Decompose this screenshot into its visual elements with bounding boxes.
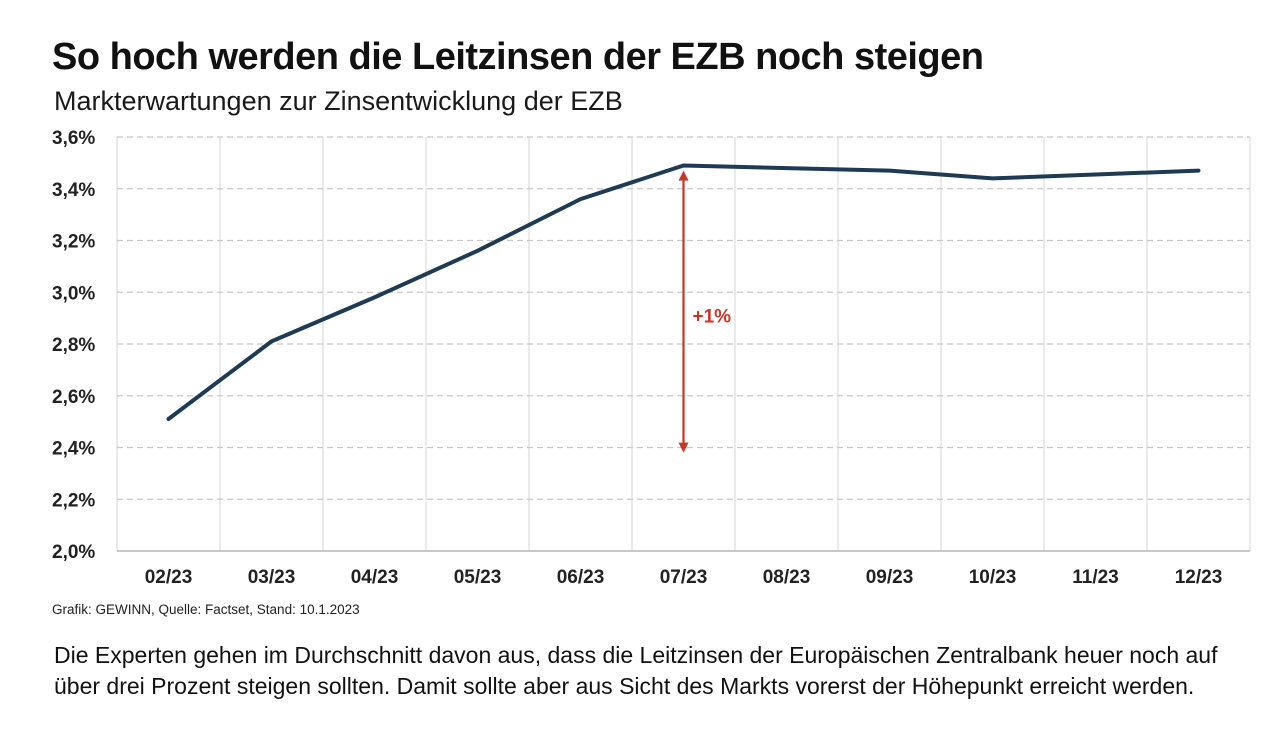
annotation-arrowhead-up <box>678 170 689 181</box>
x-tick-label: 03/23 <box>248 567 296 588</box>
grid <box>116 136 1251 552</box>
y-tick-label: 2,2% <box>52 490 95 511</box>
chart-subtitle: Markterwartungen zur Zinsentwicklung der… <box>54 86 623 116</box>
description-line-1: Die Experten gehen im Durchschnitt davon… <box>54 642 1218 668</box>
y-tick-label: 3,2% <box>52 232 95 253</box>
line-chart: 2,0% 2,2% 2,4% 2,6% 2,8% 3,0% 3,2% 3,4% 3,6% 02/… <box>52 128 1251 588</box>
x-tick-label: 10/23 <box>969 567 1017 588</box>
series-layer <box>166 163 1201 421</box>
chart-title: So hoch werden die Leitzinsen der EZB no… <box>52 36 984 78</box>
y-tick-label: 3,0% <box>52 283 95 304</box>
annotation-label: +1% <box>693 307 732 328</box>
y-tick-label: 3,6% <box>52 128 95 149</box>
x-tick-label: 08/23 <box>763 567 811 588</box>
x-tick-label: 02/23 <box>145 567 193 588</box>
x-tick-label: 05/23 <box>454 567 502 588</box>
y-tick-label: 2,4% <box>52 439 95 460</box>
x-tick-label: 09/23 <box>866 567 914 588</box>
y-tick-label: 2,6% <box>52 387 95 408</box>
x-tick-label: 04/23 <box>351 567 399 588</box>
x-tick-label: 07/23 <box>660 567 708 588</box>
annotation-arrowhead-down <box>678 442 689 453</box>
x-tick-label: 12/23 <box>1175 567 1223 588</box>
x-tick-label: 06/23 <box>557 567 605 588</box>
y-tick-label: 2,0% <box>52 542 95 563</box>
description: Die Experten gehen im Durchschnitt davon… <box>54 640 1264 702</box>
source-note: Grafik: GEWINN, Quelle: Factset, Stand: … <box>52 602 360 617</box>
y-tick-label: 2,8% <box>52 335 95 356</box>
x-axis: 02/23 03/23 04/23 05/23 06/23 07/23 08/23 09/23… <box>145 567 1223 588</box>
annotation: +1% <box>678 170 732 453</box>
y-axis: 2,0% 2,2% 2,4% 2,6% 2,8% 3,0% 3,2% 3,4% 3,6% <box>52 128 95 563</box>
description-line-2: über drei Prozent steigen sollten. Damit… <box>54 673 1195 699</box>
x-tick-label: 11/23 <box>1072 567 1119 588</box>
y-tick-label: 3,4% <box>52 180 95 201</box>
